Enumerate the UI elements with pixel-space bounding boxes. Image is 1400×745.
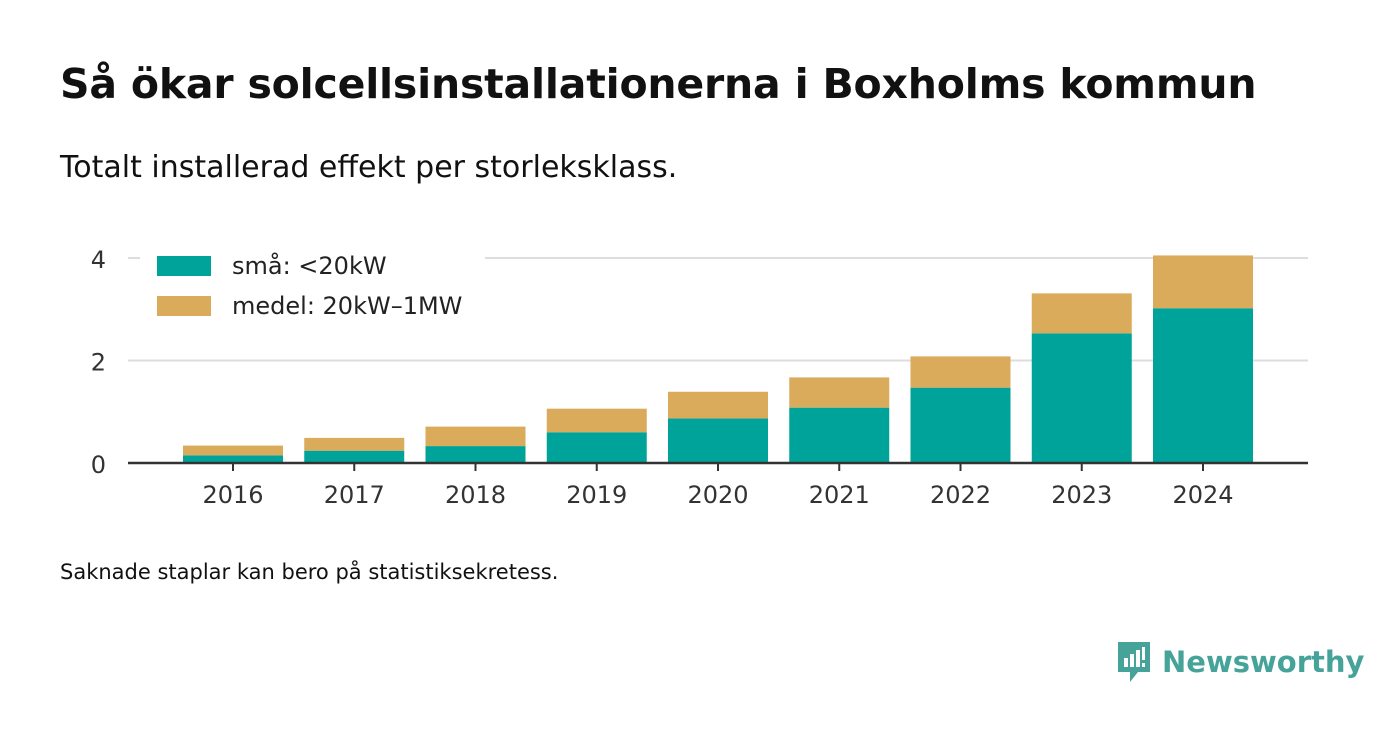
brand-name: Newsworthy [1162, 645, 1365, 679]
bar-medel-2019 [546, 408, 647, 433]
legend-swatch [157, 256, 211, 276]
bar-medel-2024 [1153, 255, 1253, 309]
x-tick-label: 2020 [687, 481, 748, 509]
y-tick-label: 4 [91, 246, 106, 274]
bar-sma-2018 [425, 446, 526, 463]
brand-logo: Newsworthy [1116, 640, 1364, 684]
bar-medel-2018 [425, 426, 526, 447]
bar-medel-2016 [183, 445, 283, 456]
y-tick-label: 2 [91, 349, 106, 377]
x-tick-label: 2019 [566, 481, 627, 509]
legend-label: små: <20kW [232, 251, 387, 280]
bar-medel-2023 [1031, 293, 1132, 334]
x-tick-label: 2024 [1172, 481, 1233, 509]
axes: 0 2 4 2016 2017 2018 2019 2020 2021 2022 2023 2024 [91, 246, 1308, 509]
footnote: Saknade staplar kan bero på statistiksek… [60, 560, 559, 584]
x-tick-label: 2017 [324, 481, 385, 509]
chart-title: Så ökar solcellsinstallationerna i Boxho… [60, 60, 1257, 108]
chart-subtitle: Totalt installerad effekt per storlekskl… [60, 150, 678, 185]
legend: små: <20kW medel: 20kW–1MW [140, 244, 485, 328]
bar-medel-2022 [910, 356, 1011, 388]
bar-sma-2024 [1153, 308, 1253, 463]
x-tick-label: 2016 [202, 481, 263, 509]
bar-sma-2020 [668, 418, 768, 463]
x-tick-label: 2018 [445, 481, 506, 509]
x-tick-label: 2023 [1051, 481, 1112, 509]
newsworthy-logo-icon [1118, 642, 1150, 682]
legend-label: medel: 20kW–1MW [232, 292, 462, 320]
bar-medel-2017 [304, 437, 405, 451]
bar-sma-2017 [304, 450, 405, 463]
x-tick-label: 2022 [930, 481, 991, 509]
bar-sma-2023 [1031, 333, 1132, 463]
bar-sma-2016 [183, 455, 283, 463]
bars [183, 255, 1253, 463]
bar-sma-2019 [546, 432, 647, 463]
legend-swatch [157, 296, 211, 316]
x-tick-label: 2021 [809, 481, 870, 509]
bar-medel-2020 [668, 391, 768, 419]
y-tick-label: 0 [91, 451, 106, 479]
bar-medel-2021 [789, 377, 890, 408]
bar-sma-2021 [789, 407, 890, 463]
bar-sma-2022 [910, 387, 1011, 463]
